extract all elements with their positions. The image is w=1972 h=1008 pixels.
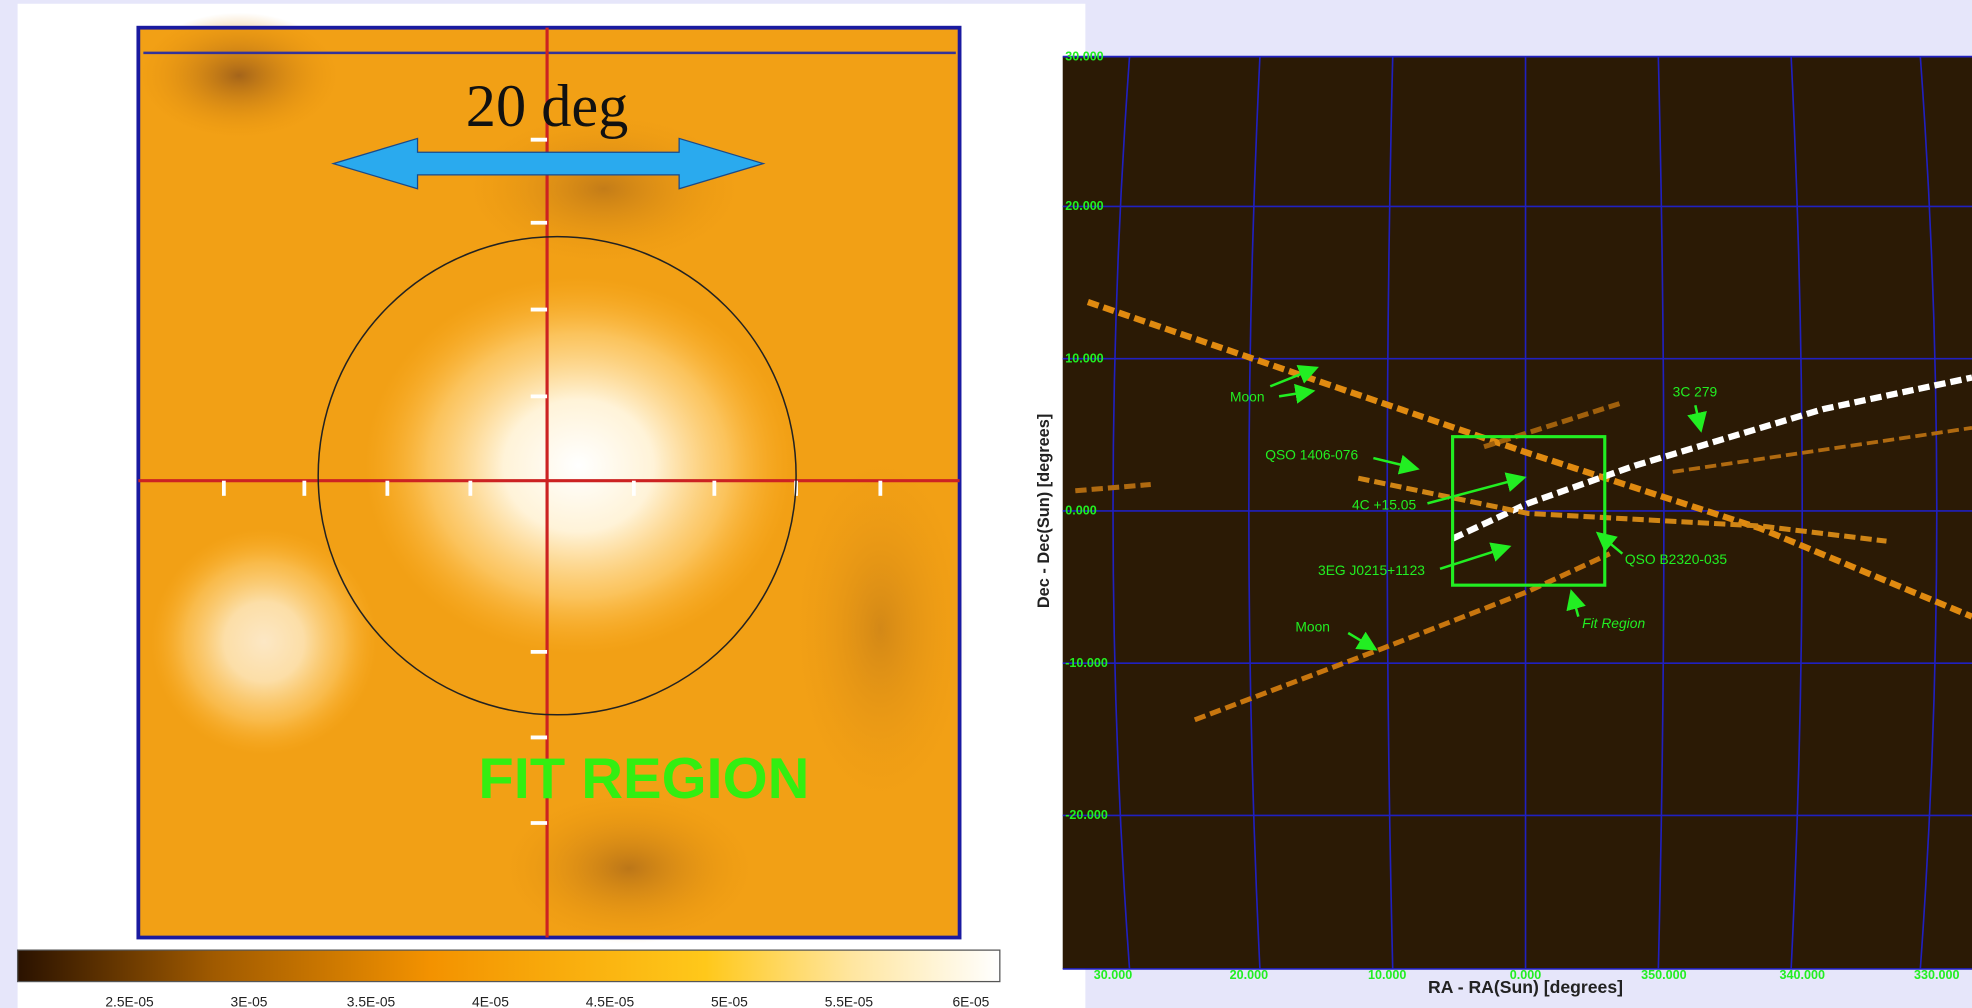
- annotation-arrow: [1269, 364, 1319, 388]
- x-tick-label: 10.000: [1368, 968, 1406, 982]
- grid-line: [1248, 56, 1261, 970]
- y-tick-label: 20.000: [1065, 199, 1103, 213]
- right-panel: Moon QSO 1406-076 4C +15.05 3EG J0215+1123 M…: [1035, 49, 1972, 997]
- annotation-arrows: [1269, 364, 1707, 651]
- annotations: Moon QSO 1406-076 4C +15.05 3EG J0215+1123 M…: [1230, 383, 1727, 634]
- region-label: FIT REGION: [478, 747, 809, 811]
- map-bright-blob: [364, 276, 793, 655]
- streak: [1672, 425, 1972, 474]
- colorbar-label: 5.5E-05: [825, 994, 874, 1008]
- streak: [1357, 475, 1887, 544]
- y-tick-label: 30.000: [1065, 49, 1103, 63]
- streaks: [1075, 299, 1972, 723]
- fit-box: [1451, 435, 1607, 587]
- map-dark-patch: [138, 12, 340, 139]
- colorbar-label: 4.5E-05: [586, 994, 635, 1008]
- colorbar-labels: 2.5E-05 3E-05 3.5E-05 4E-05 4.5E-05 5E-05 5.5E…: [105, 994, 989, 1008]
- streak: [1075, 481, 1151, 494]
- y-tick-label: 10.000: [1065, 351, 1103, 365]
- annotation-arrow: [1687, 404, 1707, 433]
- fit-circle: [317, 235, 797, 716]
- grid-line: [1386, 56, 1394, 970]
- streak: [1451, 374, 1972, 542]
- grid-line: [1112, 56, 1131, 970]
- annotation: Fit Region: [1582, 615, 1645, 631]
- colorbar-label: 6E-05: [952, 994, 989, 1008]
- annotation-arrow: [1595, 531, 1624, 555]
- annotation: Moon: [1295, 619, 1330, 635]
- sky-map: [1062, 56, 1972, 969]
- x-tick-label: 350.000: [1641, 968, 1686, 982]
- x-tick-label: 30.000: [1094, 968, 1132, 982]
- annotation-arrow: [1373, 454, 1420, 475]
- y-tick-label: -10.000: [1065, 656, 1108, 670]
- colorbar-label: 3E-05: [231, 994, 268, 1008]
- annotation: QSO B2320-035: [1625, 551, 1728, 567]
- annotation: 4C +15.05: [1352, 497, 1416, 513]
- map-bright-blob: [150, 528, 378, 756]
- grid-line: [1657, 56, 1665, 970]
- annotation: 3C 279: [1673, 383, 1718, 399]
- streak: [1483, 400, 1624, 450]
- grid-line: [1790, 56, 1804, 970]
- map-dark-patch: [503, 792, 755, 944]
- y-tick-label: 0.000: [1065, 504, 1096, 518]
- colorbar-label: 3.5E-05: [347, 994, 396, 1008]
- x-tick-label: 0.000: [1510, 968, 1541, 982]
- left-panel: 20 deg FIT REGION 2.5E-05 3E-05 3.5E-05 4E-…: [16, 3, 1086, 1008]
- colorbar-label: 4E-05: [472, 994, 509, 1008]
- scale-label: 20 deg: [466, 73, 629, 140]
- streak: [1086, 299, 1972, 620]
- grid: [1062, 55, 1972, 970]
- y-axis-label: Dec - Dec(Sun) [degrees]: [1035, 414, 1053, 608]
- annotation-arrow: [1347, 631, 1378, 651]
- scale-ticks: [221, 137, 883, 825]
- annotation: 3EG J0215+1123: [1318, 562, 1425, 578]
- y-tick-label: -20.000: [1065, 808, 1108, 822]
- colorbar-label: 2.5E-05: [105, 994, 154, 1008]
- annotation-arrow: [1566, 589, 1586, 617]
- annotation-arrow: [1427, 472, 1527, 505]
- x-tick-label: 20.000: [1230, 968, 1268, 982]
- grid-line: [1919, 56, 1938, 970]
- annotation: Moon: [1230, 388, 1265, 404]
- map-border: [136, 25, 962, 940]
- annotation-arrow: [1439, 542, 1512, 571]
- x-axis-label: RA - RA(Sun) [degrees]: [1428, 977, 1623, 997]
- map-dark-patch: [465, 113, 743, 265]
- annotation-arrow: [1278, 383, 1316, 404]
- annotation: QSO 1406-076: [1265, 446, 1358, 462]
- tick-labels: 30.000 20.000 10.000 0.000 -10.000 -20.000 30.…: [1065, 49, 1959, 982]
- x-tick-label: 340.000: [1779, 968, 1824, 982]
- map-dark-patch: [792, 453, 969, 806]
- x-tick-label: 330.000: [1914, 968, 1959, 982]
- colorbar-label: 5E-05: [711, 994, 748, 1008]
- streak: [1193, 551, 1611, 723]
- scale-arrow: [331, 137, 766, 190]
- colorbar: [16, 949, 1001, 983]
